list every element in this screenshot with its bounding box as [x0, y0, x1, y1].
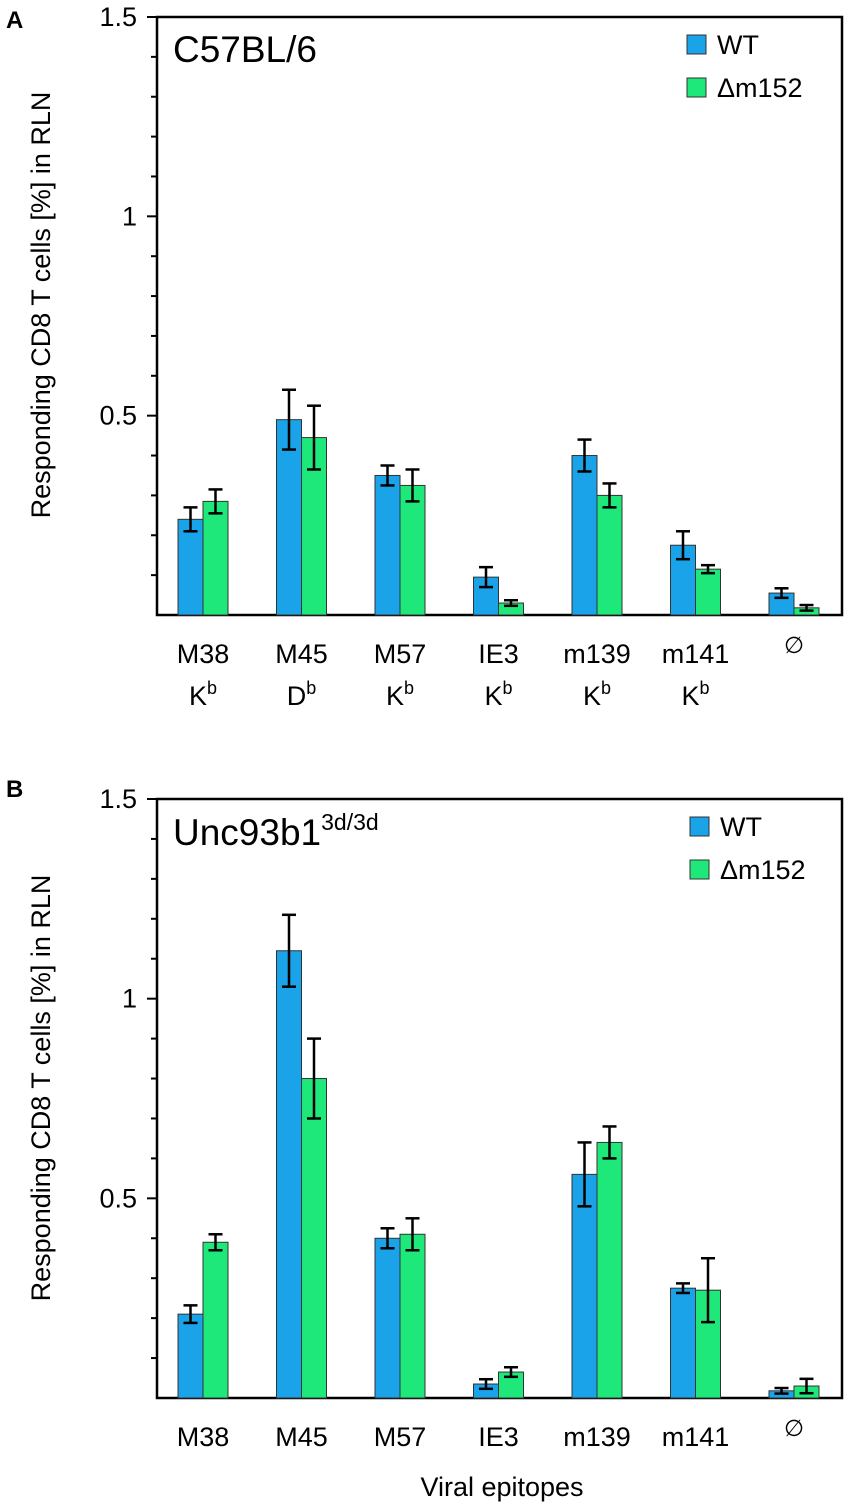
x-tick-labels: M38 Kb M45 Db M57 Kb IE3 Kb m139 Kb m141 Kb ∅ — [177, 632, 804, 711]
bar-dm152 — [596, 494, 623, 616]
bar-wt — [177, 1313, 204, 1399]
x-tick-label: M38 — [177, 639, 230, 669]
x-tick-label: m139 — [563, 1422, 631, 1452]
legend-label-dm152: Δm152 — [720, 855, 806, 885]
y-axis: 0.5 1 1.5 — [99, 2, 157, 577]
legend-swatch-dm152 — [686, 77, 707, 98]
x-tick-label: ∅ — [784, 632, 804, 658]
legend-swatch-wt — [689, 816, 710, 837]
x-tick-label: M57 — [374, 1422, 427, 1452]
x-tick-sublabel: Kb — [189, 678, 217, 711]
y-axis-label: Responding CD8 T cells [%] in RLN — [26, 92, 56, 519]
x-tick-sublabel: Kb — [386, 678, 414, 711]
bar-wt — [177, 518, 204, 616]
panel-label: A — [6, 7, 23, 34]
x-tick-label: M57 — [374, 639, 427, 669]
plot-frame — [155, 797, 844, 1400]
x-tick-label: m141 — [662, 639, 730, 669]
y-axis: 0.5 1 1.5 — [99, 784, 157, 1360]
bar-wt — [276, 950, 302, 1399]
bar-wt — [374, 1237, 401, 1399]
bar-wt — [374, 474, 401, 616]
y-axis-label: Responding CD8 T cells [%] in RLN — [26, 875, 56, 1302]
bar-dm152 — [301, 1078, 327, 1399]
x-axis-label: Viral epitopes — [420, 1472, 583, 1502]
x-tick-label: M45 — [275, 639, 328, 669]
bar-dm152 — [695, 568, 721, 616]
panel-b: B Responding CD8 T cells [%] in RLN Unc9… — [6, 776, 844, 1452]
x-tick-label: ∅ — [784, 1415, 804, 1441]
bar-wt — [571, 455, 598, 616]
x-tick-sublabel: Kb — [681, 678, 709, 711]
legend-label-dm152: Δm152 — [717, 73, 803, 103]
legend-swatch-dm152 — [689, 859, 710, 880]
bars — [177, 913, 820, 1399]
y-tick-label: 0.5 — [99, 1183, 137, 1213]
x-tick-label: M45 — [275, 1422, 328, 1452]
bar-dm152 — [202, 500, 229, 616]
chart-title: Unc93b13d/3d — [173, 809, 379, 853]
y-tick-label: 1 — [122, 201, 137, 231]
panel-label: B — [6, 776, 23, 803]
bar-dm152 — [399, 1233, 426, 1399]
legend: WT Δm152 — [686, 30, 803, 103]
legend-label-wt: WT — [717, 30, 759, 60]
y-tick-label: 1.5 — [99, 784, 137, 814]
x-tick-label: m141 — [662, 1422, 730, 1452]
x-tick-label: m139 — [563, 639, 631, 669]
chart-title: C57BL/6 — [173, 29, 317, 70]
x-tick-sublabel: Kb — [583, 678, 611, 711]
panel-a: A Responding CD8 T cells [%] in RLN C57B… — [6, 2, 844, 711]
legend-swatch-wt — [686, 34, 707, 55]
bar-dm152 — [399, 484, 426, 616]
bar-dm152 — [202, 1241, 229, 1399]
plot-frame — [155, 15, 844, 617]
x-tick-label: IE3 — [478, 1422, 519, 1452]
y-tick-label: 0.5 — [99, 401, 137, 431]
bar-wt — [670, 1287, 696, 1399]
legend-label-wt: WT — [720, 812, 762, 842]
x-tick-sublabel: Kb — [484, 678, 512, 711]
x-tick-labels: M38 M45 M57 IE3 m139 m141 ∅ — [177, 1415, 804, 1452]
y-tick-label: 1 — [122, 984, 137, 1014]
x-tick-label: M38 — [177, 1422, 230, 1452]
y-tick-label: 1.5 — [99, 2, 137, 32]
x-tick-label: IE3 — [478, 639, 519, 669]
bars — [177, 388, 820, 616]
x-tick-sublabel: Db — [287, 678, 317, 711]
bar-wt — [571, 1173, 598, 1399]
bar-dm152 — [596, 1141, 623, 1399]
legend: WT Δm152 — [689, 812, 806, 885]
